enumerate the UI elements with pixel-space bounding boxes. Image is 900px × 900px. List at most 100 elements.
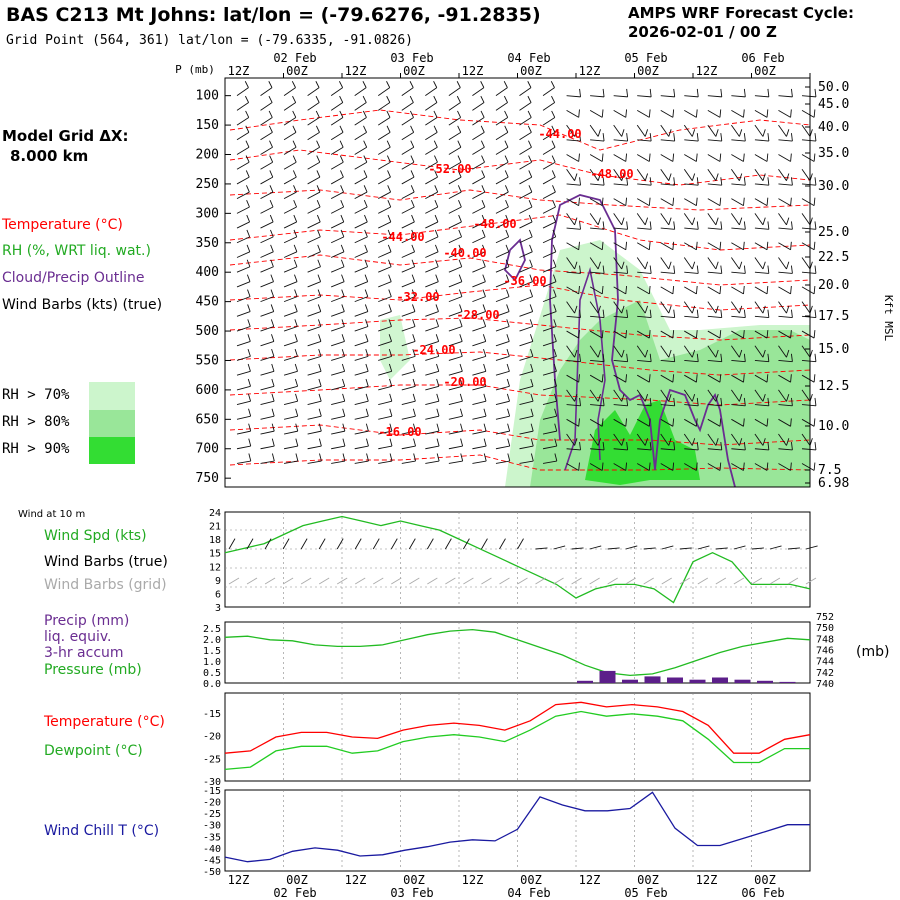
precip-bar [622, 679, 638, 683]
wind-barb [519, 206, 533, 214]
wind-barb-10m [444, 538, 452, 550]
wind-barb-flag [294, 274, 298, 282]
wind-barb [354, 206, 368, 214]
wind-barb-flag [626, 265, 629, 274]
wind-barb [542, 445, 557, 450]
wind-barb [636, 418, 650, 427]
wind-barb [472, 311, 486, 317]
wind-barb [495, 281, 510, 288]
wind-barb-flag [247, 334, 251, 342]
wind-barb-10m [751, 547, 764, 550]
wind-barb-flag [743, 397, 746, 406]
wind-barb-flag [574, 217, 578, 225]
wind-barb [307, 296, 321, 303]
wind-barb [636, 168, 646, 181]
wind-barb [684, 463, 697, 471]
height-tick-label: 35.0 [818, 146, 849, 161]
wind-barb [707, 257, 717, 270]
wind-barb-flag [480, 110, 485, 118]
wind-barb [472, 266, 486, 273]
dewpoint-line [224, 710, 810, 771]
wind-barb [307, 161, 320, 170]
wind-barb [354, 236, 368, 244]
wind-barb-flag [248, 423, 252, 432]
wind-barb [425, 430, 440, 435]
wind-barb-flag [672, 285, 675, 294]
wind-barb [801, 315, 816, 319]
wind-barb-grid [228, 577, 240, 585]
wind-barb [425, 326, 439, 332]
wind-barb [425, 445, 440, 450]
wind-barb-flag [386, 155, 391, 163]
wind-barb-flag [482, 244, 486, 252]
wind-barb-flag [552, 214, 557, 223]
wind-barb [683, 389, 693, 402]
wind-barb [731, 389, 740, 402]
wind-barb [448, 326, 463, 332]
wind-barb [778, 95, 793, 98]
wind-barb-flag [433, 95, 438, 103]
wind-barb [283, 266, 298, 273]
wind-barb-flag [435, 304, 439, 312]
wind-barb [284, 460, 298, 464]
wind-barb [731, 345, 740, 358]
wind-barb [707, 183, 722, 186]
wind-barb-flag [506, 378, 510, 387]
wind-barb-flag [363, 200, 368, 208]
wind-barb [401, 251, 415, 258]
wind-barb-flag [574, 261, 578, 270]
wind-barb-flag [715, 393, 719, 402]
wind-barb [754, 124, 764, 137]
wind-barb-flag [410, 140, 415, 148]
wind-barb [495, 131, 509, 141]
wind-barb [707, 374, 721, 383]
wind-barb [448, 102, 461, 111]
wind-barb-flag [435, 259, 439, 267]
wind-barb-flag [649, 177, 652, 186]
wind-barb [590, 95, 605, 98]
wind-barb-flag [601, 462, 604, 471]
wind-barb [472, 102, 485, 111]
wind-barb [636, 389, 646, 402]
wind-barb [637, 183, 652, 186]
wind-barb [801, 154, 815, 162]
wind-barb [684, 95, 699, 98]
wind-barb-flag [552, 244, 557, 252]
wind-barb [566, 242, 579, 251]
wind-barb [519, 117, 532, 126]
wind-barb [683, 168, 693, 181]
wind-barb-10m [553, 545, 566, 550]
wind-barb [731, 109, 744, 118]
wind-barb [590, 183, 605, 186]
wind-barb [495, 266, 510, 273]
wind-barb-flag [672, 374, 675, 383]
wind-barb [331, 326, 345, 332]
wind-barb [331, 460, 346, 464]
wind-barb-flag [506, 289, 510, 297]
wind-barb [260, 251, 274, 258]
wind-barb-flag [339, 95, 344, 103]
time-tick-label-bottom: 00Z [286, 873, 308, 887]
wind-barb [378, 400, 392, 406]
wind-barb-flag [364, 304, 369, 312]
wind-barb-flag [411, 214, 415, 223]
wind-barb-flag [767, 265, 770, 274]
wind-barb [801, 183, 816, 186]
windchill-ytick: -40 [203, 844, 221, 855]
wind-barb [542, 355, 557, 361]
wind-barb-flag [691, 173, 696, 181]
wind-barb-flag [295, 438, 299, 447]
wind-barb [636, 330, 650, 339]
legend-precip: Precip (mm) [44, 613, 130, 629]
wind-barb [636, 374, 650, 383]
wind-barb-flag [696, 88, 699, 97]
wind-barb [448, 161, 462, 170]
wind-barb-flag [786, 261, 790, 270]
wind-barb [260, 131, 273, 141]
wind-barb-flag [529, 289, 533, 297]
wind-barb-flag [388, 363, 393, 372]
wind-barb-flag [365, 408, 369, 417]
wind-barb [590, 271, 605, 274]
wind-barb [801, 330, 815, 339]
wind-barb-flag [293, 200, 297, 208]
